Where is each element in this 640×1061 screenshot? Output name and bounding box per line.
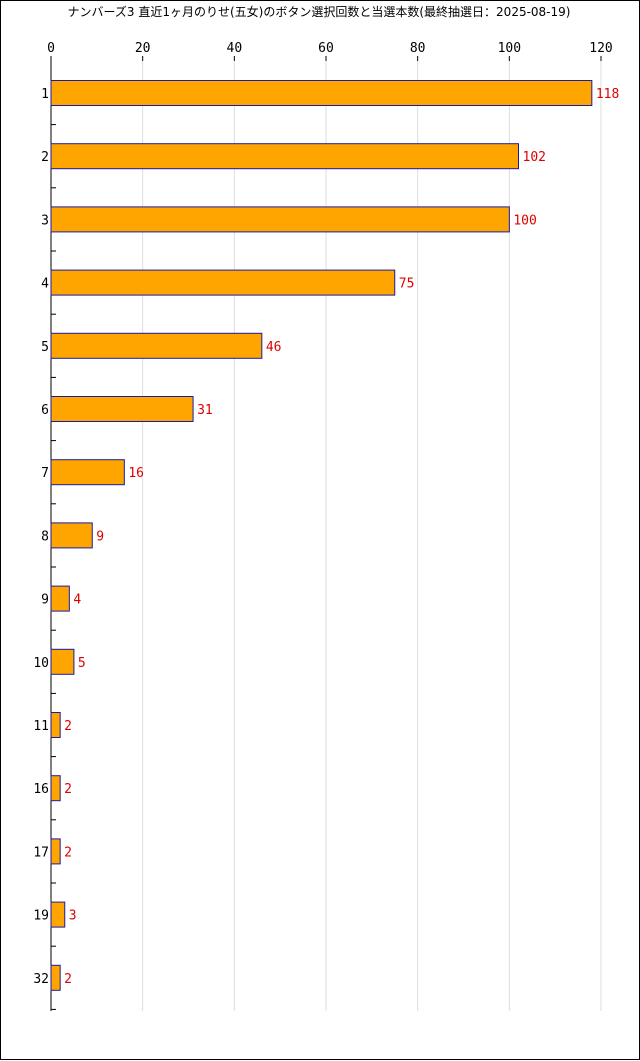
data-label: 4 [73, 593, 81, 608]
data-label: 3 [69, 909, 77, 924]
y-tick-label: 19 [33, 909, 49, 924]
y-tick-label: 11 [33, 719, 49, 734]
x-tick-label: 60 [318, 41, 334, 56]
bar-1 [50, 80, 593, 106]
y-tick-label: 5 [41, 340, 49, 355]
data-label: 2 [64, 719, 72, 734]
bar-19 [50, 901, 66, 928]
data-label: 118 [596, 87, 619, 102]
bar-4 [50, 269, 396, 296]
data-label: 16 [128, 466, 144, 481]
y-tick-label: 10 [33, 656, 49, 671]
y-tick-label: 17 [33, 845, 49, 860]
y-tick-label: 2 [41, 150, 49, 165]
x-tick-label: 100 [498, 41, 521, 56]
data-label: 75 [399, 277, 415, 292]
bar-10 [50, 648, 75, 675]
bar-8 [50, 522, 93, 549]
y-tick-label: 6 [41, 403, 49, 418]
x-tick-label: 0 [47, 41, 55, 56]
x-tick-label: 120 [589, 41, 612, 56]
y-tick-label: 9 [41, 593, 49, 608]
data-label: 100 [513, 213, 536, 228]
bars [50, 80, 593, 991]
grid-lines [142, 61, 602, 1011]
x-tick-label: 40 [227, 41, 243, 56]
data-label: 2 [64, 845, 72, 860]
bar-11 [50, 712, 61, 738]
y-tick-label: 8 [41, 529, 49, 544]
data-label: 46 [266, 340, 282, 355]
bar-2 [50, 143, 519, 170]
y-tick-label: 4 [41, 277, 49, 292]
bar-5 [50, 332, 263, 359]
bar-7 [50, 459, 125, 486]
data-label: 2 [64, 972, 72, 987]
data-label: 9 [96, 529, 104, 544]
bar-6 [50, 396, 194, 422]
y-tick-label: 3 [41, 213, 49, 228]
y-tick-label: 32 [33, 972, 49, 987]
bar-3 [50, 206, 510, 233]
y-tick-label: 16 [33, 782, 49, 797]
data-label: 2 [64, 782, 72, 797]
data-label: 31 [197, 403, 213, 418]
bar-32 [50, 964, 61, 991]
chart-title: ナンバーズ3 直近1ヶ月のりせ(五女)のボタン選択回数と当選本数(最終抽選日：2… [68, 4, 571, 19]
bar-16 [50, 775, 61, 802]
bar-9 [50, 585, 70, 612]
bar-17 [50, 838, 61, 865]
x-tick-label: 20 [135, 41, 151, 56]
y-tick-label: 1 [41, 87, 49, 102]
data-label: 102 [523, 150, 546, 165]
y-tick-label: 7 [41, 466, 49, 481]
data-label: 5 [78, 656, 86, 671]
x-tick-label: 80 [410, 41, 426, 56]
